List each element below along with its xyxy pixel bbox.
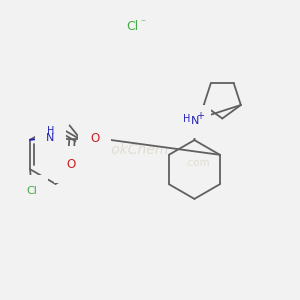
Text: N: N: [191, 116, 200, 127]
Text: +: +: [196, 111, 204, 121]
Text: O: O: [90, 132, 99, 145]
Text: Cl: Cl: [126, 20, 138, 34]
Text: LookChem: LookChem: [95, 143, 169, 157]
Text: H: H: [183, 114, 190, 124]
Text: N: N: [46, 133, 55, 143]
Text: .com: .com: [185, 158, 211, 169]
Text: O: O: [66, 158, 75, 171]
Text: ⁻: ⁻: [141, 18, 146, 28]
Text: Cl: Cl: [26, 186, 37, 196]
Text: H: H: [47, 126, 54, 136]
